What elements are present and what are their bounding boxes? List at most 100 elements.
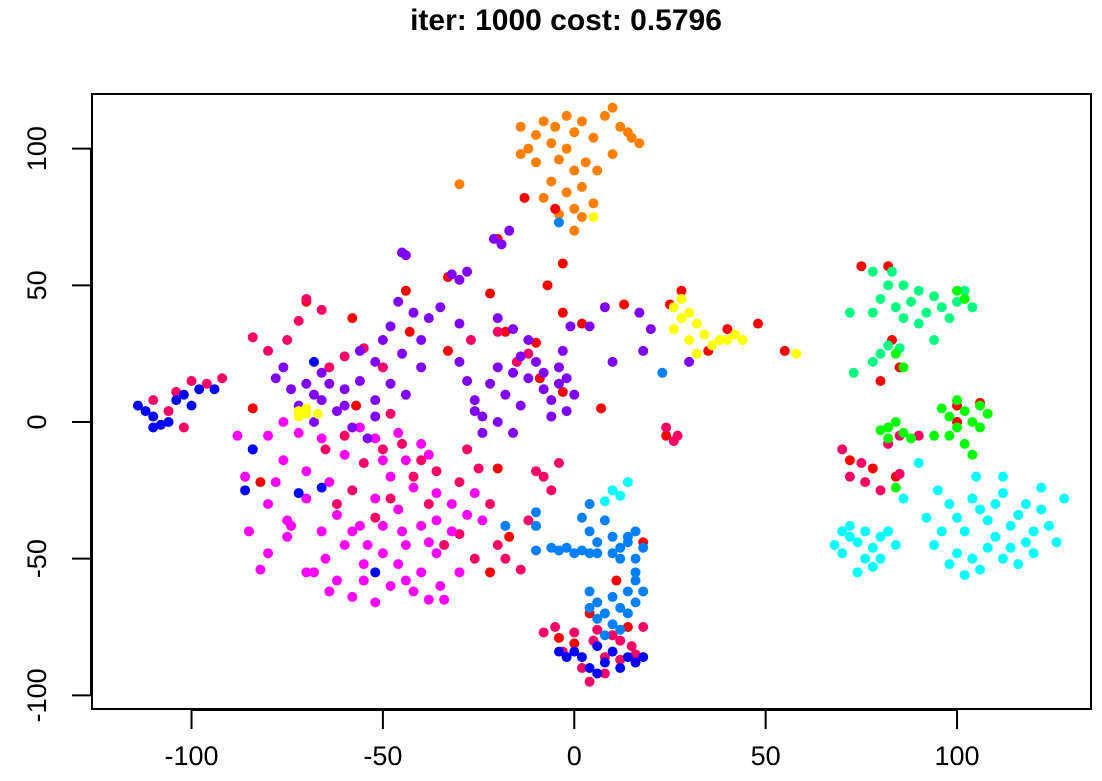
data-point (416, 438, 427, 449)
data-point (469, 488, 480, 499)
data-point (952, 422, 963, 433)
data-point (316, 526, 327, 537)
data-point (462, 266, 473, 277)
data-point (523, 348, 534, 359)
data-point (959, 294, 970, 304)
data-point (293, 315, 304, 326)
data-point (209, 384, 220, 395)
data-point (416, 362, 427, 373)
data-point (607, 531, 618, 542)
data-point (576, 545, 587, 556)
data-point (377, 444, 388, 455)
data-point (971, 471, 982, 482)
data-point (217, 373, 228, 384)
y-tick-label: 100 (22, 126, 52, 171)
data-point (400, 389, 411, 400)
data-point (638, 652, 649, 663)
data-point (148, 395, 159, 406)
data-point (354, 520, 365, 531)
data-point (684, 307, 695, 318)
data-point (913, 430, 924, 441)
data-point (282, 335, 293, 345)
data-point (867, 307, 878, 318)
data-point (377, 335, 388, 345)
data-point (404, 326, 415, 337)
data-point (454, 356, 465, 367)
data-point (301, 567, 312, 578)
data-point (1036, 482, 1047, 493)
data-point (462, 376, 473, 386)
data-point (684, 335, 695, 345)
data-point (599, 110, 610, 121)
data-point (997, 553, 1008, 564)
data-point (263, 548, 274, 559)
data-point (615, 542, 626, 553)
data-point (584, 602, 595, 613)
data-point (370, 567, 381, 578)
data-point (423, 449, 434, 460)
data-point (431, 488, 442, 499)
data-point (890, 540, 901, 550)
data-point (630, 575, 641, 586)
y-axis: -100 -50 0 50 100 (22, 126, 92, 722)
data-point (561, 373, 572, 384)
data-point (630, 567, 641, 578)
data-point (944, 559, 955, 570)
data-point (607, 356, 618, 367)
data-point (508, 367, 519, 378)
data-point (607, 619, 618, 630)
data-point (860, 477, 871, 488)
data-point (393, 504, 404, 515)
data-point (844, 520, 855, 531)
data-point (668, 324, 679, 335)
data-point (354, 422, 365, 433)
data-point (339, 351, 350, 362)
data-point (661, 430, 672, 441)
data-point (293, 406, 304, 417)
data-point (331, 509, 342, 520)
data-point (465, 335, 476, 345)
data-point (531, 157, 541, 168)
data-point (408, 307, 419, 318)
data-point (944, 430, 955, 441)
data-point (592, 624, 603, 635)
data-point (944, 411, 955, 422)
y-tick-label: -50 (22, 539, 52, 578)
data-point (565, 321, 576, 332)
data-point (856, 458, 867, 468)
data-point (611, 575, 622, 586)
data-point (523, 335, 534, 345)
data-point (592, 641, 603, 652)
data-point (508, 324, 519, 335)
data-point (569, 127, 580, 138)
data-point (553, 217, 564, 228)
data-point (615, 490, 626, 501)
data-point (339, 449, 350, 460)
data-point (423, 313, 434, 324)
data-point (320, 444, 331, 455)
data-point (477, 427, 488, 438)
data-point (377, 520, 388, 531)
data-point (550, 622, 561, 632)
data-point (584, 663, 595, 673)
data-point (592, 548, 603, 559)
data-point (959, 438, 970, 449)
data-point (531, 356, 541, 367)
data-point (270, 373, 281, 384)
data-point (163, 417, 174, 427)
data-point (959, 526, 970, 537)
data-point (397, 348, 408, 359)
data-point (867, 266, 878, 277)
data-point (462, 444, 473, 455)
data-point (515, 149, 526, 160)
data-point (913, 458, 924, 468)
data-point (362, 540, 373, 550)
data-point (347, 313, 358, 324)
data-point (439, 594, 450, 605)
data-point (975, 400, 985, 411)
data-point (358, 575, 369, 586)
data-point (599, 668, 610, 679)
data-point (622, 477, 633, 488)
data-point (944, 499, 955, 509)
data-point (500, 520, 511, 531)
